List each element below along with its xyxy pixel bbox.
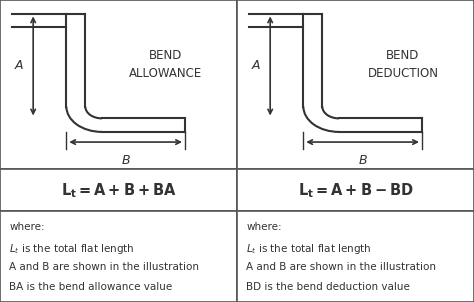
Text: $L_t$ is the total flat length: $L_t$ is the total flat length bbox=[9, 242, 135, 256]
Text: $\mathbf{L_t = A + B - BD}$: $\mathbf{L_t = A + B - BD}$ bbox=[298, 181, 413, 200]
Text: where:: where: bbox=[9, 222, 45, 232]
Text: BEND
ALLOWANCE: BEND ALLOWANCE bbox=[129, 49, 202, 80]
Text: BEND
DEDUCTION: BEND DEDUCTION bbox=[367, 49, 438, 80]
Text: A and B are shown in the illustration: A and B are shown in the illustration bbox=[9, 262, 200, 272]
Text: $L_t$ is the total flat length: $L_t$ is the total flat length bbox=[246, 242, 372, 256]
Text: BA is the bend allowance value: BA is the bend allowance value bbox=[9, 282, 173, 292]
Text: B: B bbox=[358, 154, 367, 167]
Text: BD is the bend deduction value: BD is the bend deduction value bbox=[246, 282, 410, 292]
Text: A: A bbox=[252, 59, 260, 72]
Text: A and B are shown in the illustration: A and B are shown in the illustration bbox=[246, 262, 437, 272]
Text: B: B bbox=[121, 154, 130, 167]
Text: where:: where: bbox=[246, 222, 282, 232]
Text: $\mathbf{L_t = A + B + BA}$: $\mathbf{L_t = A + B + BA}$ bbox=[61, 181, 176, 200]
Text: A: A bbox=[15, 59, 23, 72]
